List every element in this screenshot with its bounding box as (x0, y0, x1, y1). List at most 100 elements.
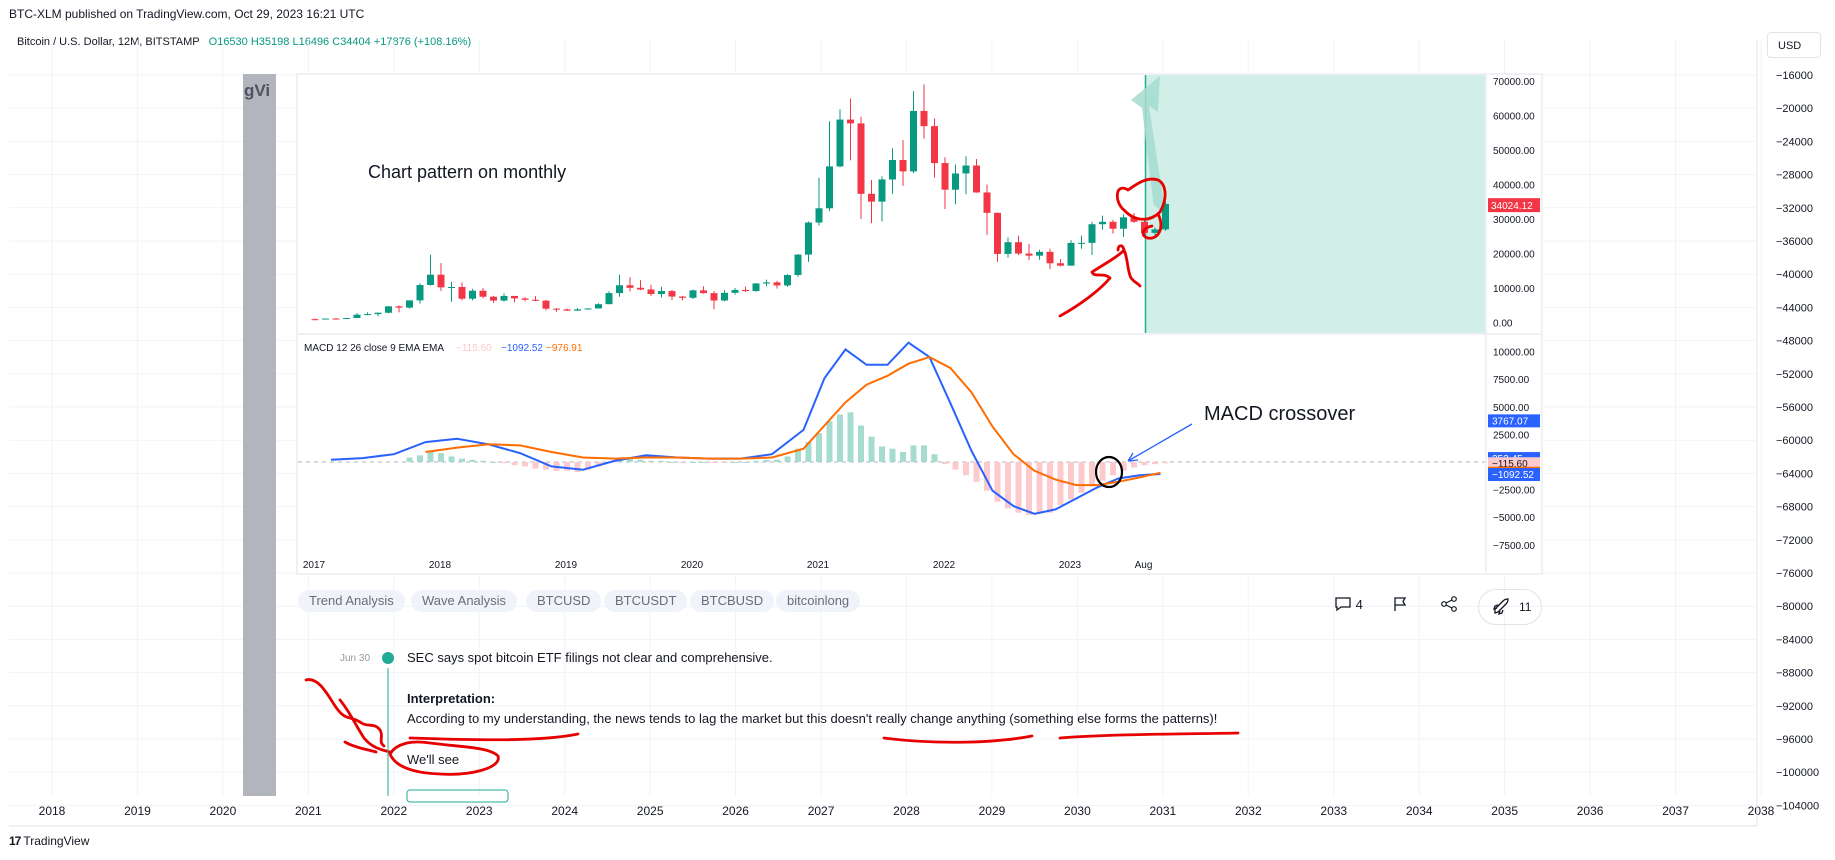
red-underline-2 (882, 734, 1034, 744)
candle-body (437, 274, 445, 288)
candle-body (563, 309, 571, 311)
outer-y-tick: −52000 (1776, 369, 1813, 381)
macd-histogram-bar (700, 461, 707, 463)
macd-histogram-bar (805, 442, 812, 462)
inner-x-tick: 2020 (681, 560, 704, 571)
candle-body (1078, 242, 1085, 244)
macd-histogram-bar (973, 461, 980, 482)
candle-body (479, 290, 487, 297)
candle-body (899, 159, 907, 172)
candle-body (721, 292, 728, 301)
tag-trend-analysis[interactable]: Trend Analysis (298, 590, 405, 612)
price-y-tick: 0.00 (1493, 319, 1513, 330)
embed-scrollbar[interactable] (243, 74, 276, 796)
red-scribble-annotation (1058, 248, 1142, 318)
macd-histogram-bar (963, 461, 969, 476)
macd-histogram-bar (1005, 461, 1011, 509)
tag-bitcoinlong[interactable]: bitcoinlong (776, 590, 861, 612)
news-title[interactable]: SEC says spot bitcoin ETF filings not cl… (407, 650, 773, 665)
candle-body (311, 319, 319, 321)
candle-body (1004, 242, 1012, 254)
macd-histogram-bar (648, 460, 654, 462)
macd-histogram-bar (931, 454, 938, 462)
inner-x-tick: 2023 (1059, 560, 1082, 571)
outer-y-tick: −64000 (1776, 468, 1813, 480)
macd-pane: MACD 12 26 close 9 EMA EMA −115.60 −1092.5… (298, 341, 1485, 515)
macd-value-badge (1488, 468, 1540, 482)
macd-value-badge (1488, 414, 1540, 428)
macd-histogram-bar (837, 414, 843, 462)
outer-y-tick: −48000 (1776, 336, 1813, 348)
macd-histogram-bar (1152, 461, 1158, 465)
macd-histogram-bar (900, 452, 906, 462)
outer-y-tick: −60000 (1776, 435, 1813, 447)
candle-body (742, 290, 749, 292)
outer-y-tick: −88000 (1776, 668, 1813, 680)
candle-body (1130, 217, 1138, 222)
flag-button[interactable] (1392, 596, 1408, 615)
outer-y-tick: −104000 (1776, 800, 1819, 812)
candle-body (847, 119, 854, 124)
candle-body (521, 298, 529, 300)
macd-histogram-bar (847, 412, 854, 462)
macd-legend-value: −976.91 (546, 343, 583, 354)
outer-x-tick: 2022 (380, 804, 407, 818)
candle-body (1099, 221, 1106, 225)
interpretation-label: Interpretation: (407, 691, 496, 706)
macd-histogram-bar (1162, 461, 1169, 464)
candle-body (427, 274, 434, 285)
currency-button[interactable]: USD (1767, 32, 1821, 58)
tag-wave-analysis[interactable]: Wave Analysis (411, 590, 518, 612)
tag-btcusd[interactable]: BTCUSD (526, 590, 602, 612)
outer-y-tick: −68000 (1776, 502, 1813, 514)
macd-value-label: −1092.52 (1492, 470, 1534, 481)
candle-body (931, 126, 938, 164)
macd-line (330, 341, 1161, 515)
candle-body (920, 110, 928, 127)
outer-x-tick: 2021 (295, 804, 322, 818)
outer-x-tick: 2028 (893, 804, 920, 818)
macd-histogram-bar (1026, 461, 1032, 515)
timeline-dot (382, 652, 394, 664)
red-underline-1 (408, 732, 580, 742)
macd-histogram-bar (1036, 461, 1043, 514)
macd-histogram-bar (585, 461, 591, 470)
price-pane: Chart pattern on monthly (311, 75, 1485, 333)
candle-body (815, 208, 823, 223)
candle-body (752, 283, 760, 292)
share-button[interactable] (1440, 596, 1458, 615)
macd-histogram-bar (879, 446, 885, 462)
candle-body (490, 296, 497, 301)
tag-btcbusd[interactable]: BTCBUSD (690, 590, 775, 612)
pane-axes: 70000.00 60000.00 50000.00 40000.00 30000.00… (303, 75, 1540, 572)
outer-x-tick: 2029 (979, 804, 1006, 818)
inner-x-tick: 2022 (933, 560, 956, 571)
rocket-icon (1492, 598, 1509, 616)
price-y-tick: 60000.00 (1493, 111, 1535, 122)
candle-body (679, 296, 686, 298)
low-value: L16496 (292, 36, 330, 48)
macd-histogram-bar (732, 461, 738, 463)
candle-body (658, 291, 665, 295)
outer-y-tick: −24000 (1776, 136, 1813, 148)
candle-body (364, 314, 371, 316)
macd-histogram-bar (1047, 461, 1053, 513)
outer-y-tick: −76000 (1776, 568, 1813, 580)
candle-body (1109, 221, 1117, 229)
inner-x-tick: 2021 (807, 560, 830, 571)
macd-histogram-bar (889, 448, 896, 462)
tag-btcusdt[interactable]: BTCUSDT (604, 590, 688, 612)
outer-x-tick: 2026 (722, 804, 749, 818)
candle-body (1015, 242, 1022, 254)
high-value: H35198 (250, 36, 290, 48)
candle-body (731, 290, 739, 293)
candle-body (700, 290, 707, 294)
macd-histogram-bar (448, 456, 455, 462)
candle-body (1151, 229, 1159, 233)
boost-button[interactable]: 11 (1478, 589, 1542, 625)
comments-button[interactable]: 4 (1334, 596, 1363, 612)
outer-x-tick: 2034 (1406, 804, 1433, 818)
macd-histogram-bar (1068, 461, 1074, 500)
candle-body (668, 291, 676, 297)
